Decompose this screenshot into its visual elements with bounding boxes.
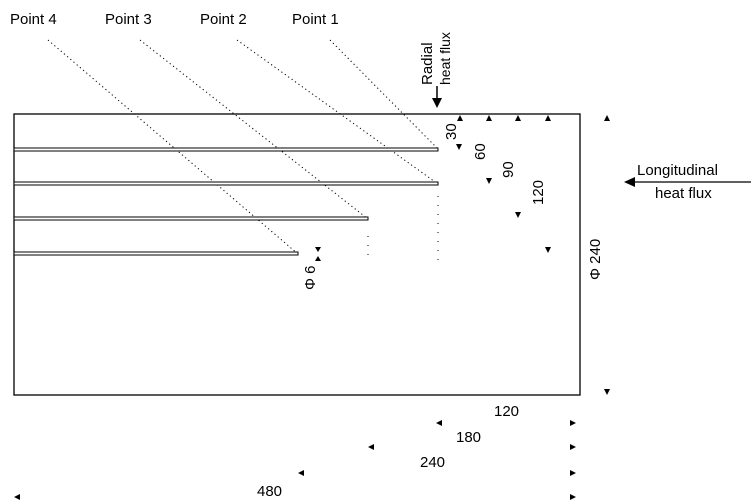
length-240-marker-left <box>298 470 304 476</box>
specimen-diameter-label: Φ 240 <box>587 239 604 280</box>
point-2-label: Point 2 <box>200 11 247 28</box>
length-480-marker-right <box>570 494 576 500</box>
radial-flux-line1: Radial <box>419 42 436 85</box>
depth-end-90 <box>515 212 521 218</box>
length-label-180: 180 <box>456 429 481 446</box>
radial-flux-arrowhead <box>432 98 442 108</box>
point-1-leader <box>329 39 439 150</box>
depth-marker-30 <box>457 115 463 121</box>
depth-marker-120 <box>545 115 551 121</box>
depth-end-30 <box>456 144 462 150</box>
hole-diameter-marker-bottom <box>315 256 321 261</box>
depth-label-120: 120 <box>530 180 547 205</box>
radial-flux-line2: heat flux <box>437 32 453 85</box>
depth-end-60 <box>486 178 492 184</box>
length-180-marker-left <box>368 444 374 450</box>
hole-point-4 <box>13 251 299 256</box>
radial-flux-label: Radial heat flux <box>419 32 453 85</box>
hole-diameter-marker-top <box>315 247 321 252</box>
hole-point-1 <box>13 147 439 152</box>
point-4-label: Point 4 <box>10 11 57 28</box>
depth-end-120 <box>545 247 551 253</box>
length-240-marker-right <box>570 470 576 476</box>
longitudinal-flux-line1: Longitudinal <box>637 162 718 179</box>
point-4-leader <box>47 39 299 255</box>
length-180-marker-right <box>570 444 576 450</box>
length-label-480: 480 <box>257 483 282 500</box>
length-label-120: 120 <box>494 403 519 420</box>
length-480-marker-left <box>14 494 20 500</box>
longitudinal-flux-arrowhead <box>624 177 635 187</box>
length-120-marker-left <box>436 420 442 426</box>
length-label-240: 240 <box>420 454 445 471</box>
point-3-label: Point 3 <box>105 11 152 28</box>
depth-marker-60 <box>486 115 492 121</box>
hole-point-3 <box>13 216 369 221</box>
length-120-marker-right <box>570 420 576 426</box>
depth-label-60: 60 <box>472 143 489 160</box>
point-2-leader <box>236 39 439 185</box>
depth-label-30: 30 <box>443 123 460 140</box>
point-3-leader <box>139 39 369 220</box>
longitudinal-flux-line2: heat flux <box>655 185 712 202</box>
hole-point-2 <box>13 181 439 186</box>
depth-label-90: 90 <box>500 161 517 178</box>
depth-marker-90 <box>515 115 521 121</box>
specimen-diameter-marker-top <box>604 115 610 121</box>
hole-diameter-label: Φ 6 <box>302 266 319 290</box>
specimen-diameter-marker-bottom <box>604 389 610 395</box>
point-1-label: Point 1 <box>292 11 339 28</box>
